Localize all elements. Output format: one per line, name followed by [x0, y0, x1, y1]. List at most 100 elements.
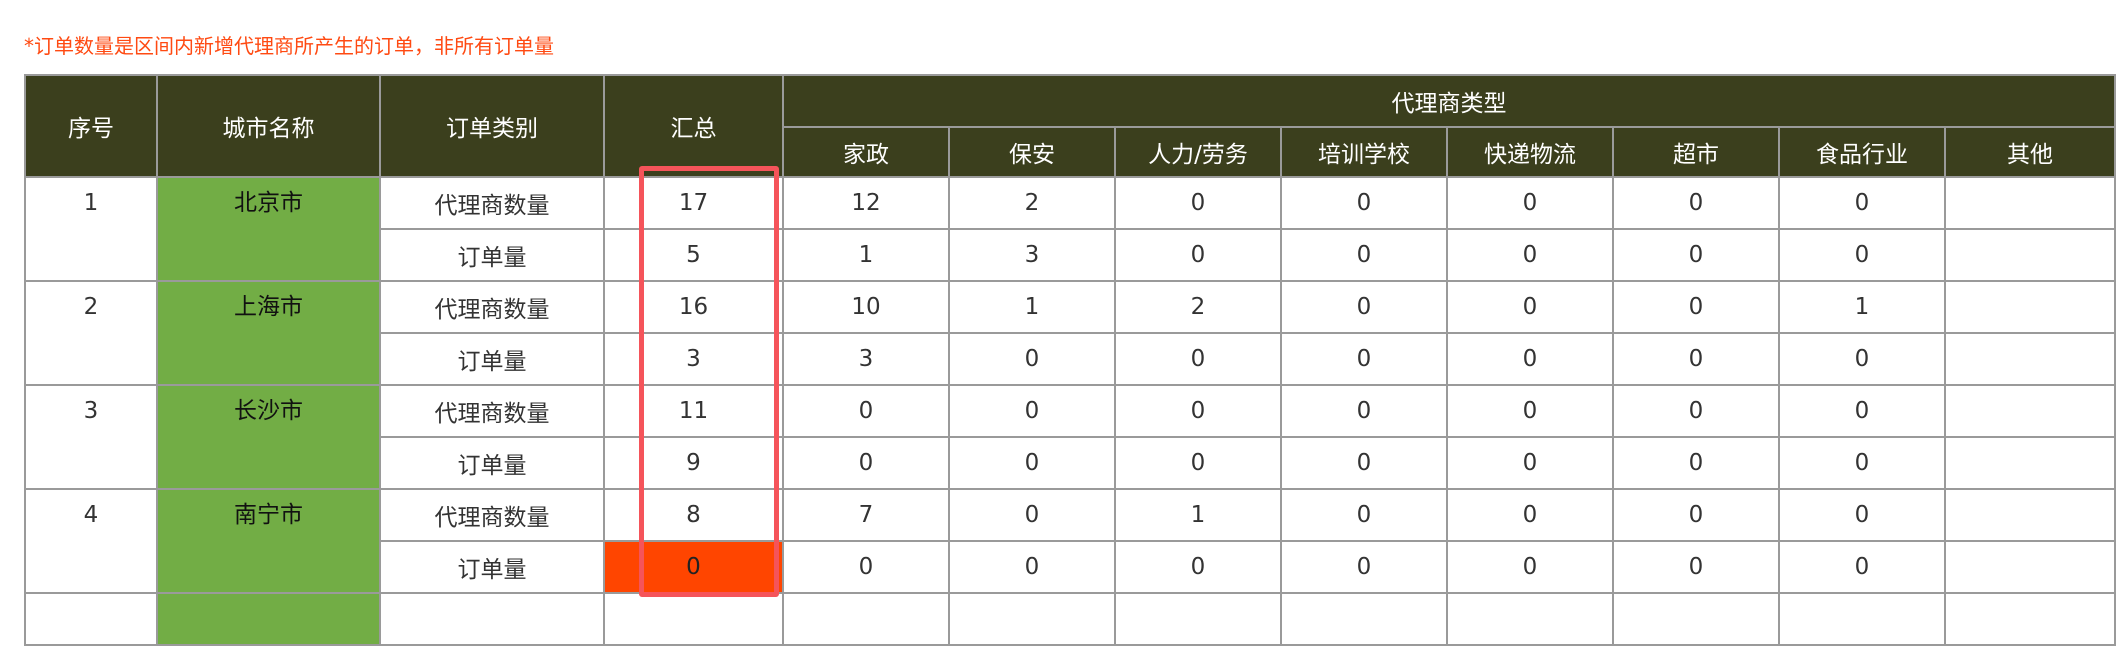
city-cell: 长沙市: [156, 384, 381, 490]
type-value-cell: 0: [782, 540, 950, 594]
table-row: 订单量 9 0 0 0 0 0 0 0: [25, 436, 2116, 490]
empty-cell: [1944, 592, 2116, 646]
empty-cell: [603, 592, 784, 646]
type-value-cell: 0: [1446, 332, 1614, 386]
header-type: 快递物流: [1446, 126, 1614, 178]
type-value-cell: 1: [782, 228, 950, 282]
agent-order-table: 序号 城市名称 订单类别 汇总 代理商类型 家政 保安 人力/劳务 培训学校 快递物流超…: [24, 74, 2116, 646]
type-value-cell: [1944, 436, 2116, 490]
type-value-cell: [1944, 384, 2116, 438]
seq-cell: 3: [24, 384, 158, 490]
category-cell: 订单量: [379, 540, 605, 594]
empty-cell: [948, 592, 1116, 646]
type-value-cell: 0: [1280, 332, 1448, 386]
empty-cell: [1778, 592, 1946, 646]
type-value-cell: [1944, 488, 2116, 542]
seq-cell: 2: [24, 280, 158, 386]
type-value-cell: 0: [1612, 332, 1780, 386]
header-type: 保安: [948, 126, 1116, 178]
type-value-cell: 0: [1778, 436, 1946, 490]
type-value-cell: [1944, 176, 2116, 230]
city-cell: 上海市: [156, 280, 381, 386]
type-value-cell: [1944, 228, 2116, 282]
type-value-cell: 0: [1446, 280, 1614, 334]
category-cell: 订单量: [379, 228, 605, 282]
type-value-cell: 0: [1446, 228, 1614, 282]
city-cell: 北京市: [156, 176, 381, 282]
type-value-cell: 0: [1446, 176, 1614, 230]
type-value-cell: 0: [1778, 488, 1946, 542]
seq-cell: 4: [24, 488, 158, 594]
type-value-cell: 0: [1612, 488, 1780, 542]
type-value-cell: 3: [948, 228, 1116, 282]
total-cell: 16: [603, 280, 784, 334]
empty-cell: [379, 592, 605, 646]
type-value-cell: 12: [782, 176, 950, 230]
empty-cell: [1280, 592, 1448, 646]
type-value-cell: [1944, 280, 2116, 334]
type-value-cell: 0: [1612, 384, 1780, 438]
table-row: 订单量 3 3 0 0 0 0 0 0: [25, 332, 2116, 386]
header-type: 超市: [1612, 126, 1780, 178]
header-category: 订单类别: [379, 74, 605, 178]
empty-cell: [782, 592, 950, 646]
type-value-cell: 0: [1280, 280, 1448, 334]
total-cell: 3: [603, 332, 784, 386]
empty-cell: [1612, 592, 1780, 646]
type-value-cell: 0: [1114, 332, 1282, 386]
empty-cell: [24, 592, 158, 646]
type-value-cell: 0: [1114, 540, 1282, 594]
type-value-cell: 0: [1114, 436, 1282, 490]
type-value-cell: 10: [782, 280, 950, 334]
total-cell: 8: [603, 488, 784, 542]
type-value-cell: 0: [1778, 540, 1946, 594]
table-row: 4 南宁市 代理商数量 8 7 0 1 0 0 0 0: [24, 488, 2116, 594]
type-value-cell: 2: [948, 176, 1116, 230]
empty-cell: [156, 592, 381, 646]
header-seq: 序号: [24, 74, 158, 178]
table-row: 订单量 5 1 3 0 0 0 0 0: [25, 228, 2116, 282]
type-value-cell: 0: [948, 384, 1116, 438]
total-cell: 17: [603, 176, 784, 230]
header-agent-type-group: 代理商类型: [782, 74, 2116, 128]
table-row: [24, 592, 2116, 646]
category-cell: 代理商数量: [379, 176, 605, 230]
header-type: 其他: [1944, 126, 2116, 178]
type-value-cell: 1: [1114, 488, 1282, 542]
type-value-cell: 0: [1280, 384, 1448, 438]
category-cell: 代理商数量: [379, 280, 605, 334]
city-cell: 南宁市: [156, 488, 381, 594]
table-row: 3 长沙市 代理商数量 11 0 0 0 0 0 0 0: [24, 384, 2116, 490]
header-type: 培训学校: [1280, 126, 1448, 178]
total-cell: 9: [603, 436, 784, 490]
type-value-cell: 0: [948, 488, 1116, 542]
type-value-cell: 0: [948, 332, 1116, 386]
table-row: 1 北京市 代理商数量 17 12 2 0 0 0 0 0: [24, 176, 2116, 282]
type-value-cell: 0: [1280, 540, 1448, 594]
type-value-cell: [1944, 540, 2116, 594]
total-cell: 0: [603, 540, 784, 594]
type-value-cell: 0: [1446, 540, 1614, 594]
type-value-cell: 0: [1280, 436, 1448, 490]
header-type: 家政: [782, 126, 950, 178]
type-value-cell: 0: [948, 436, 1116, 490]
type-value-cell: 0: [1280, 228, 1448, 282]
total-cell: 11: [603, 384, 784, 438]
type-value-cell: 1: [1778, 280, 1946, 334]
table-row: 2 上海市 代理商数量 16 10 1 2 0 0 0 1: [24, 280, 2116, 386]
header-type: 食品行业: [1778, 126, 1946, 178]
type-value-cell: 0: [1612, 176, 1780, 230]
type-value-cell: 0: [1778, 384, 1946, 438]
type-value-cell: 0: [1446, 488, 1614, 542]
type-value-cell: 0: [1778, 228, 1946, 282]
type-value-cell: 0: [1612, 280, 1780, 334]
type-value-cell: 0: [1778, 176, 1946, 230]
category-cell: 代理商数量: [379, 384, 605, 438]
type-value-cell: 0: [1778, 332, 1946, 386]
type-value-cell: 0: [1612, 436, 1780, 490]
empty-cell: [1114, 592, 1282, 646]
category-cell: 代理商数量: [379, 488, 605, 542]
type-value-cell: 7: [782, 488, 950, 542]
type-value-cell: 0: [1446, 436, 1614, 490]
type-value-cell: 0: [1114, 228, 1282, 282]
